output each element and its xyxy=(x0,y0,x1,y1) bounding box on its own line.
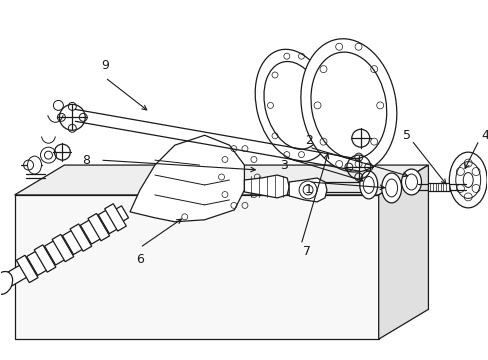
Polygon shape xyxy=(34,245,56,272)
Ellipse shape xyxy=(27,156,41,174)
Ellipse shape xyxy=(264,62,324,149)
Text: 4: 4 xyxy=(480,129,488,142)
Polygon shape xyxy=(244,175,288,198)
Polygon shape xyxy=(88,213,109,241)
Polygon shape xyxy=(52,234,74,262)
Text: 8: 8 xyxy=(82,154,90,167)
Polygon shape xyxy=(98,207,123,234)
Ellipse shape xyxy=(462,172,472,188)
Ellipse shape xyxy=(381,173,401,203)
Polygon shape xyxy=(15,195,378,339)
Polygon shape xyxy=(15,165,427,195)
Polygon shape xyxy=(44,238,69,265)
Ellipse shape xyxy=(363,176,373,193)
Text: 6: 6 xyxy=(136,253,143,266)
Ellipse shape xyxy=(0,271,13,294)
Ellipse shape xyxy=(359,171,377,199)
Ellipse shape xyxy=(300,39,396,172)
Ellipse shape xyxy=(401,169,421,195)
Polygon shape xyxy=(378,165,427,339)
Polygon shape xyxy=(16,255,38,283)
Ellipse shape xyxy=(448,152,486,208)
Polygon shape xyxy=(80,217,105,244)
Text: 1: 1 xyxy=(305,184,312,197)
Polygon shape xyxy=(104,204,126,231)
Ellipse shape xyxy=(405,174,417,190)
Ellipse shape xyxy=(255,49,332,162)
Polygon shape xyxy=(2,206,128,288)
Polygon shape xyxy=(62,228,87,255)
Ellipse shape xyxy=(310,52,386,159)
Text: 7: 7 xyxy=(303,245,310,258)
Polygon shape xyxy=(70,224,91,251)
Polygon shape xyxy=(288,178,326,202)
Ellipse shape xyxy=(385,179,397,197)
Text: 9: 9 xyxy=(101,59,109,72)
Ellipse shape xyxy=(455,162,480,198)
Polygon shape xyxy=(130,135,244,222)
Text: 3: 3 xyxy=(280,158,287,172)
Text: 5: 5 xyxy=(402,129,410,142)
Text: 2: 2 xyxy=(305,134,312,147)
Polygon shape xyxy=(27,248,51,275)
